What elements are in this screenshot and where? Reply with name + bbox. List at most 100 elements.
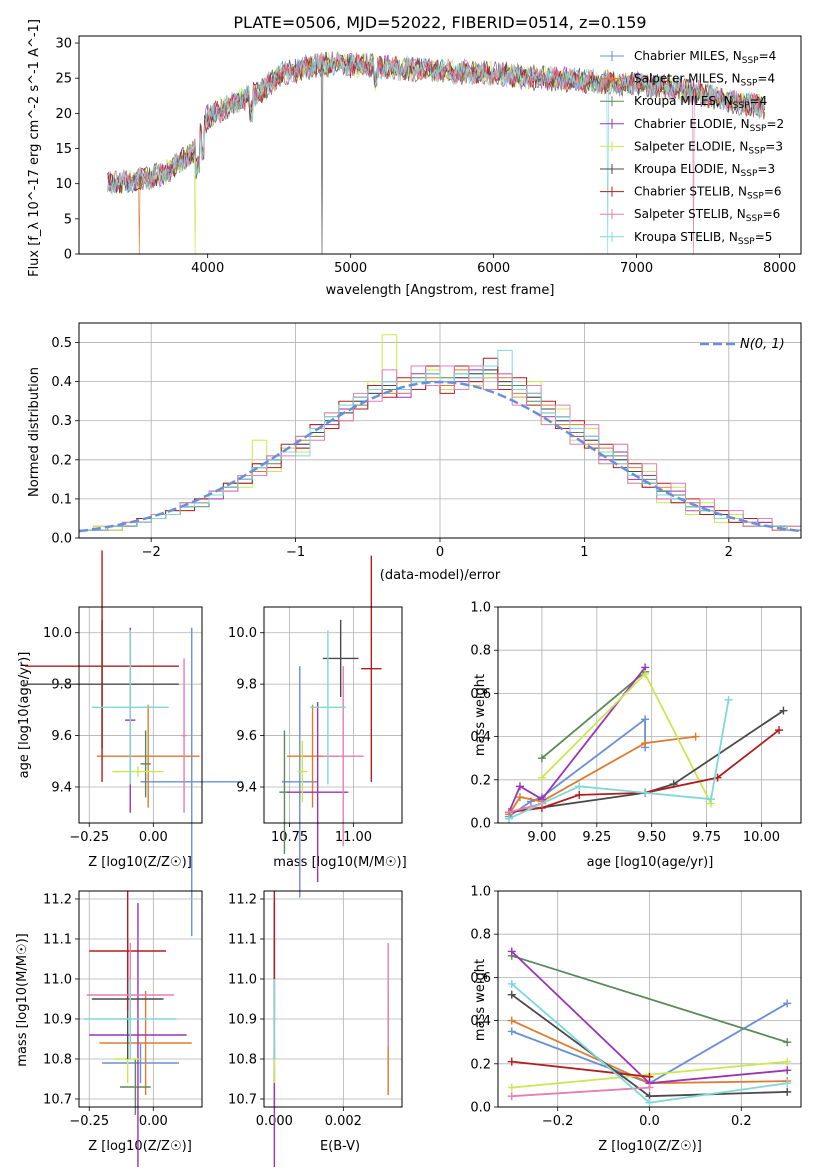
residual-ytick-label: 0.3 [51, 414, 72, 429]
z-weight-marker-salpeter-stelib [507, 1092, 516, 1101]
legend-label-salpeter-elodie: Salpeter ELODIE, NSSP=3 [634, 139, 783, 156]
age-weight-xtick-label: 9.25 [582, 830, 611, 845]
residual-ytick-label: 0.5 [51, 336, 72, 351]
spectrum-xtick-label: 8000 [763, 261, 796, 276]
residual-ytick-label: 0.0 [51, 532, 72, 547]
ebv-mass-frame [263, 890, 403, 1108]
z-weight-marker-kroupa-elodie [507, 990, 516, 999]
residual-xtick-label: −1 [286, 545, 305, 560]
z-weight-marker-kroupa-stelib [783, 1079, 792, 1088]
histogram-kroupa-stelib [78, 349, 802, 538]
mass-age-xtick-label: 10.75 [271, 830, 308, 845]
z-mass-xtick-label: 0.00 [139, 1114, 168, 1129]
legend-label-salpeter-miles: Salpeter MILES, NSSP=4 [634, 72, 775, 89]
z-mass-ytick-label: 10.9 [43, 1013, 72, 1028]
z-weight-ytick-label: 0.4 [470, 1014, 491, 1029]
z-age-ytick-label: 9.6 [51, 729, 72, 744]
age-weight-line-kroupa-miles [541, 671, 646, 759]
residual-xtick-label: −2 [142, 545, 161, 560]
ebv-mass-xlabel: E(B-V) [320, 1139, 360, 1154]
age-weight-marker-kroupa-stelib [575, 782, 584, 791]
z-weight-xtick-label: 0.0 [639, 1114, 660, 1129]
z-age-frame [78, 606, 203, 824]
spectrum-line-kroupa-stelib [107, 51, 766, 254]
z-mass-panel: Z [log10(Z/Z☉)] mass [log10(M/M☉)] [15, 933, 192, 1154]
legend-label-kroupa-miles: Kroupa MILES, NSSP=4 [634, 94, 767, 111]
legend-label-chabrier-stelib: Chabrier STELIB, NSSP=6 [634, 185, 782, 202]
legend-label-kroupa-stelib: Kroupa STELIB, NSSP=5 [634, 230, 772, 247]
spectrum-panel: wavelength [Angstrom, rest frame] Flux [… [27, 19, 554, 298]
z-weight-marker-salpeter-miles [507, 1016, 516, 1025]
age-weight-xlabel: age [log10(age/yr)] [587, 855, 714, 870]
age-weight-marker-salpeter-elodie [537, 773, 546, 782]
residual-xtick-label: 1 [580, 545, 588, 560]
z-age-xtick-label: 0.00 [139, 830, 168, 845]
z-weight-ytick-label: 1.0 [470, 885, 491, 900]
spectrum-xtick-label: 7000 [620, 261, 653, 276]
z-mass-xtick-label: −0.25 [69, 1114, 109, 1129]
z-weight-line-kroupa-miles [511, 954, 788, 1044]
ebv-mass-ytick-label: 11.0 [228, 973, 257, 988]
z-mass-frame [78, 890, 203, 1108]
ebv-mass-ytick-label: 10.7 [228, 1093, 257, 1108]
spectrum-ytick-label: 0 [64, 248, 72, 263]
legend-label-chabrier-miles: Chabrier MILES, NSSP=4 [634, 49, 776, 66]
age-weight-ytick-label: 0.6 [470, 687, 491, 702]
age-weight-ytick-label: 1.0 [470, 601, 491, 616]
age-weight-marker-kroupa-stelib [641, 788, 650, 797]
z-weight-marker-salpeter-elodie [507, 1083, 516, 1092]
plot-layer: 4000 5000 6000 7000 8000051015202530Chabrier… [25, 35, 802, 1167]
z-age-ytick-label: 10.0 [43, 626, 72, 641]
spectrum-ytick-label: 30 [55, 37, 72, 52]
age-weight-panel: age [log10(age/yr)] mass weight [473, 674, 713, 870]
z-mass-ytick-label: 11.0 [43, 973, 72, 988]
ebv-mass-ytick-label: 11.1 [228, 933, 257, 948]
spectrum-ytick-label: 10 [55, 177, 72, 192]
z-weight-marker-chabrier-stelib [645, 1072, 654, 1081]
legend-label-salpeter-stelib: Salpeter STELIB, NSSP=6 [634, 207, 780, 224]
residual-xtick-label: 2 [725, 545, 733, 560]
age-weight-marker-salpeter-miles [691, 732, 700, 741]
spectrum-line-chabrier-stelib [107, 53, 766, 194]
ebv-mass-xtick-label: 0.002 [325, 1114, 362, 1129]
age-weight-xtick-label: 10.00 [743, 830, 780, 845]
age-weight-ylabel: mass weight [473, 674, 488, 756]
age-weight-marker-kroupa-stelib [724, 695, 733, 704]
age-weight-xtick-label: 9.50 [637, 830, 666, 845]
age-weight-line-kroupa-elodie [508, 709, 784, 814]
age-weight-frame [497, 606, 802, 824]
age-weight-ytick-label: 0.0 [470, 817, 491, 832]
z-weight-xlabel: Z [log10(Z/Z☉)] [598, 1139, 702, 1154]
gaussian-legend-label: N(0, 1) [740, 337, 785, 352]
z-age-ylabel: age [log10(age/yr)] [17, 652, 32, 779]
z-age-xtick-label: −0.25 [69, 830, 109, 845]
mass-age-ytick-label: 9.6 [236, 729, 257, 744]
z-weight-frame [497, 890, 802, 1108]
age-weight-xtick-label: 9.00 [527, 830, 556, 845]
age-weight-marker-chabrier-stelib [775, 726, 784, 735]
age-weight-marker-salpeter-miles [515, 793, 524, 802]
z-age-axes: −0.25 0.00 9.4 9.6 9.8 10.0 [43, 607, 202, 845]
ebv-mass-panel: E(B-V) [320, 1139, 360, 1154]
mass-age-ytick-label: 10.0 [228, 626, 257, 641]
z-weight-marker-kroupa-miles [783, 1038, 792, 1047]
z-weight-marker-salpeter-elodie [783, 1057, 792, 1066]
z-weight-ylabel: mass weight [473, 959, 488, 1041]
age-weight-marker-kroupa-stelib [504, 814, 513, 823]
legend-label-kroupa-elodie: Kroupa ELODIE, NSSP=3 [634, 162, 775, 179]
spectrum-axes: 4000 5000 6000 7000 8000 0 5 10 15 20 25 30 [55, 37, 796, 276]
spectrum-ytick-label: 20 [55, 107, 72, 122]
residual-ylabel: Normed distribution [27, 367, 42, 497]
spectrum-ytick-label: 5 [64, 212, 72, 227]
spectrum-ylabel: Flux [f_λ 10^-17 erg cm^-2 s^-1 A^-1] [27, 19, 42, 277]
mass-age-panel: mass [log10(M/M☉)] [273, 855, 406, 870]
age-weight-line-chabrier-elodie [508, 666, 646, 813]
residual-ytick-label: 0.1 [51, 492, 72, 507]
z-weight-marker-kroupa-stelib [507, 979, 516, 988]
spectrum-xtick-label: 6000 [477, 261, 510, 276]
mass-age-ytick-label: 9.8 [236, 678, 257, 693]
age-weight-line-salpeter-stelib [508, 802, 543, 814]
age-weight-marker-chabrier-miles [641, 715, 650, 724]
residual-frame [78, 322, 802, 539]
